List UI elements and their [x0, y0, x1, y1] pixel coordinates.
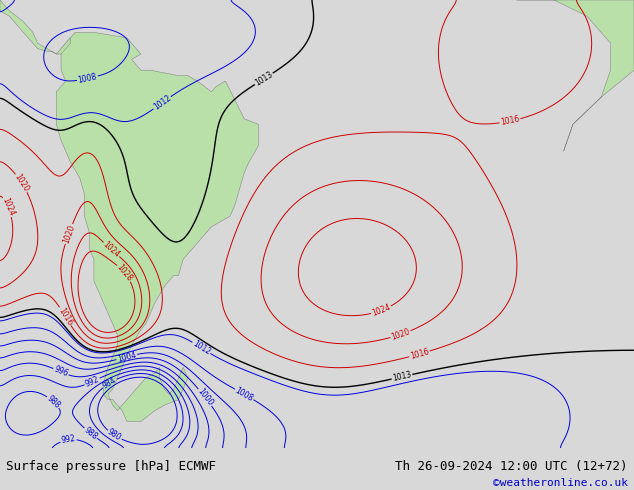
Text: 1012: 1012: [191, 339, 212, 357]
Text: 988: 988: [45, 393, 61, 410]
Polygon shape: [517, 0, 634, 151]
Text: 996: 996: [53, 365, 69, 379]
Text: 1024: 1024: [371, 303, 392, 318]
Text: 1013: 1013: [392, 370, 412, 383]
Text: 1008: 1008: [234, 386, 255, 403]
Text: 980: 980: [106, 428, 123, 443]
Text: 1020: 1020: [13, 172, 30, 194]
Polygon shape: [0, 0, 70, 54]
Text: 984: 984: [101, 375, 118, 391]
Text: 1012: 1012: [152, 94, 172, 112]
Text: 1024: 1024: [0, 196, 16, 218]
Text: 1016: 1016: [56, 306, 74, 327]
Text: 1013: 1013: [253, 70, 275, 88]
Polygon shape: [56, 32, 258, 421]
Text: 1004: 1004: [116, 350, 138, 364]
Text: 992: 992: [60, 434, 76, 445]
Text: ©weatheronline.co.uk: ©weatheronline.co.uk: [493, 478, 628, 488]
Text: 1028: 1028: [115, 263, 134, 283]
Text: 1024: 1024: [101, 240, 121, 259]
Text: 1020: 1020: [61, 223, 76, 245]
Text: Surface pressure [hPa] ECMWF: Surface pressure [hPa] ECMWF: [6, 460, 216, 473]
Text: 1016: 1016: [500, 115, 521, 127]
Text: 992: 992: [84, 374, 101, 389]
Text: 1020: 1020: [390, 327, 411, 342]
Text: 1000: 1000: [195, 387, 214, 408]
Text: 988: 988: [82, 425, 99, 441]
Text: 1016: 1016: [409, 347, 430, 361]
Text: 1008: 1008: [77, 72, 98, 85]
Text: Th 26-09-2024 12:00 UTC (12+72): Th 26-09-2024 12:00 UTC (12+72): [395, 460, 628, 473]
